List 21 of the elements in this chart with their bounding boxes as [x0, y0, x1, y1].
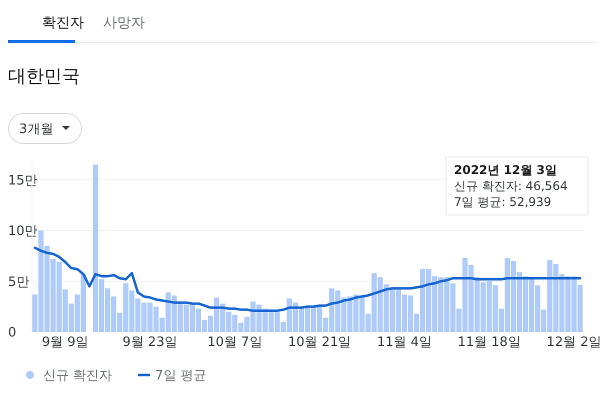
- text: 확진자: [42, 15, 84, 31]
- annotation: 2022년 12월 3일: [454, 163, 557, 177]
- chart-title: 대한민국: [8, 66, 80, 87]
- line-series: [34, 246, 582, 312]
- x-tick-label: 10월 7일: [207, 335, 262, 350]
- x-tick-label: 10월 21일: [288, 335, 352, 350]
- y-tick-label: 10만: [8, 224, 38, 240]
- y-tick-label: 0: [8, 326, 16, 341]
- y-tick-label: 5만: [8, 274, 30, 290]
- y-tick-label: 15만: [8, 173, 38, 188]
- x-tick-label: 11월 18일: [458, 335, 521, 350]
- x-tick-label: 9월 23일: [122, 335, 178, 350]
- dropdown-field: 3개월: [8, 113, 82, 144]
- x-tick-label: 11월 4일: [376, 335, 432, 350]
- x-tick-label: 12월 2일: [546, 335, 602, 350]
- x-tick-label: 9월 9일: [42, 335, 89, 350]
- annotation: 7일 평균: 52,939: [454, 195, 552, 209]
- text: 사망자: [103, 15, 145, 31]
- legend-label: 신규 확진자: [43, 368, 112, 384]
- annotation: 신규 확진자: 46,564: [454, 179, 568, 193]
- legend-label: 7일 평균: [155, 368, 206, 384]
